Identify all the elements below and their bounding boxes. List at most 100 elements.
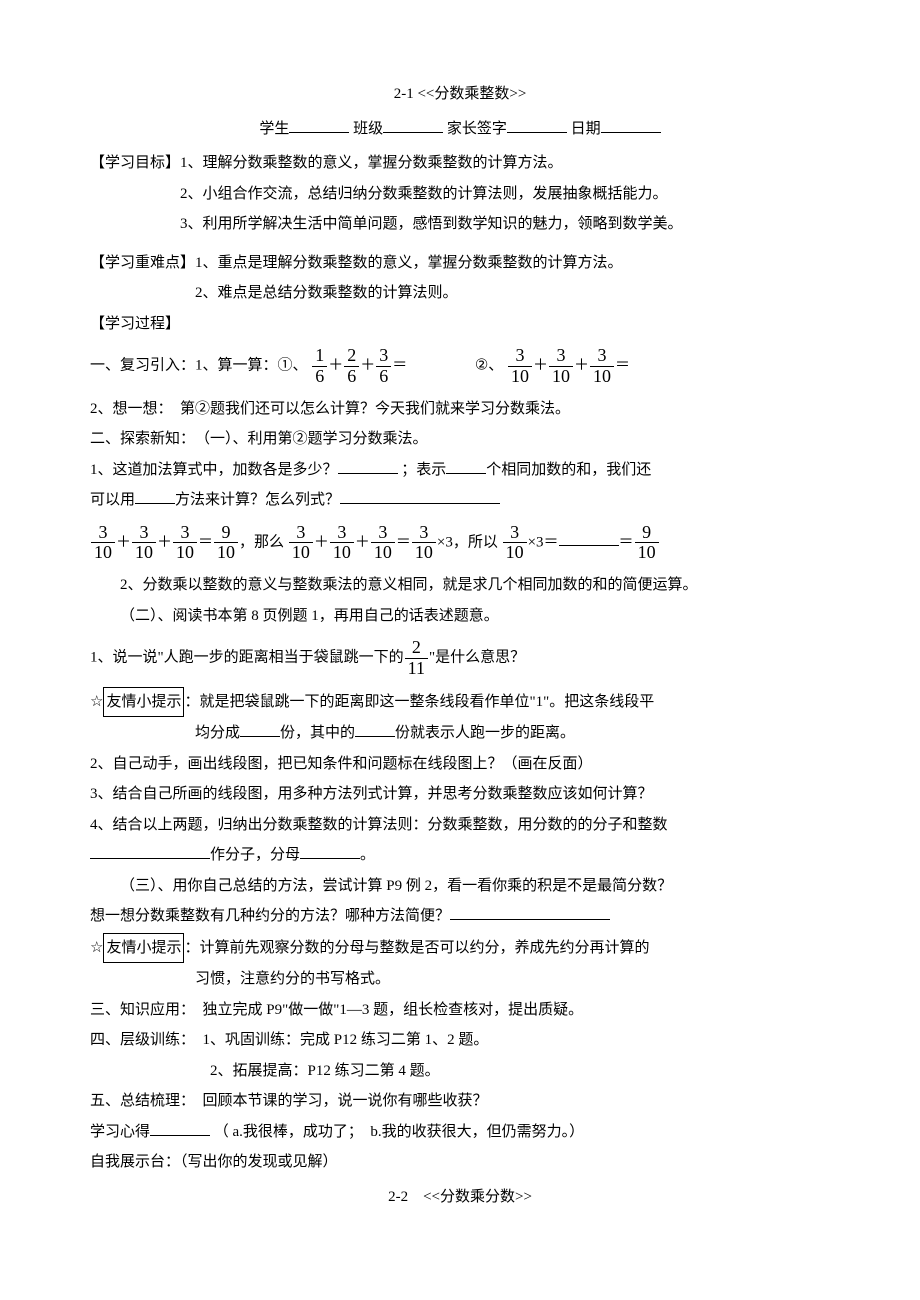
label-date: 日期 (571, 121, 601, 137)
eq-f3: 310 (173, 523, 197, 564)
hint1b: 均分成 (195, 725, 240, 741)
frac-3-10c: 310 (590, 346, 614, 387)
goal-3: 3、利用所学解决生活中简单问题，感悟到数学知识的魅力，领略到数学美。 (90, 210, 830, 239)
blank-class[interactable] (383, 117, 443, 133)
frac-2-11: 211 (405, 638, 428, 679)
diff-1: 1、重点是理解分数乘整数的意义，掌握分数乘整数的计算方法。 (195, 255, 623, 271)
page-title: 2-1 <<分数乘整数>> (90, 80, 830, 109)
q1e: 方法来计算？怎么列式？ (175, 492, 340, 508)
label-class: 班级 (353, 121, 383, 137)
blank-hint2[interactable] (355, 721, 395, 737)
train1-line: 四、层级训练： 1、巩固训练：完成 P12 练习二第 1、2 题。 (90, 1026, 830, 1055)
label-student: 学生 (259, 121, 289, 137)
frac-3-10b: 310 (549, 346, 573, 387)
frac-2-6: 26 (344, 346, 359, 387)
feel-opts: （ a.我很棒，成功了； b.我的收获很大，但仍需努力。） (214, 1124, 584, 1140)
explore-head: 二、探索新知： （一）、利用第②题学习分数乘法。 (90, 425, 830, 454)
star-icon-2: ☆ (90, 940, 103, 956)
eq-times: ×3，所以 (437, 534, 498, 550)
hint1d: 份就表示人跑一步的距离。 (395, 725, 575, 741)
p4-line1: 4、结合以上两题，归纳出分数乘整数的计算法则：分数乘整数，用分数的的分子和整数 (90, 811, 830, 840)
eq-f2: 310 (132, 523, 156, 564)
hint1c: 份，其中的 (280, 725, 355, 741)
p3: 3、结合自己所画的线段图，用多种方法列式计算，并思考分数乘整数应该如何计算？ (90, 780, 830, 809)
eq-f5: 310 (289, 523, 313, 564)
goal-1: 1、理解分数乘整数的意义，掌握分数乘整数的计算方法。 (180, 155, 563, 171)
train2-line: 2、拓展提高：P12 练习二第 4 题。 (90, 1057, 830, 1086)
hint-box-1: 友情小提示 (103, 687, 184, 718)
sub-2: （二）、阅读书本第 8 页例题 1，再用自己的话表述题意。 (90, 602, 830, 631)
eq-eqsign: ＝ (619, 534, 634, 550)
blank-sub3[interactable] (450, 904, 610, 920)
frac-3-6: 36 (376, 346, 391, 387)
eq-f7: 310 (371, 523, 395, 564)
eq-f4: 910 (214, 523, 238, 564)
blank-q1-2[interactable] (446, 458, 486, 474)
p4c: 。 (360, 847, 375, 863)
goals-label: 【学习目标】 (90, 155, 180, 171)
equation-line: 310＋310＋310＝910，那么 310＋310＋310＝310×3，所以 … (90, 523, 830, 564)
p4b: 作分子，分母 (210, 847, 300, 863)
blank-hint1[interactable] (240, 721, 280, 737)
explore-q1: 1、这道加法算式中，加数各是多少？ ；表示个相同加数的和，我们还 (90, 456, 830, 485)
diff-2: 2、难点是总结分数乘整数的计算法则。 (90, 279, 830, 308)
difficulty-line1: 【学习重难点】1、重点是理解分数乘整数的意义，掌握分数乘整数的计算方法。 (90, 249, 830, 278)
say1b: "是什么意思？ (429, 650, 525, 666)
review-circled2: ②、 (475, 358, 503, 374)
hint1-line1: ☆友情小提示：就是把袋鼠跳一下的距离即这一整条线段看作单位"1"。把这条线段平 (90, 687, 830, 718)
blank-q1-3[interactable] (135, 488, 175, 504)
blank-eq[interactable] (559, 530, 619, 546)
blank-sign[interactable] (507, 117, 567, 133)
blank-p4-2[interactable] (300, 843, 360, 859)
goals-line1: 【学习目标】1、理解分数乘整数的意义，掌握分数乘整数的计算方法。 (90, 149, 830, 178)
p4-line2: 作分子，分母 。 (90, 841, 830, 870)
eq-f8: 310 (412, 523, 436, 564)
eq-f1: 310 (91, 523, 115, 564)
diff-label: 【学习重难点】 (90, 255, 195, 271)
blank-q1-1[interactable] (338, 458, 398, 474)
frac-1-6: 16 (312, 346, 327, 387)
eq-f9: 310 (503, 523, 527, 564)
hint2-line1: ☆友情小提示：计算前先观察分数的分母与整数是否可以约分，养成先约分再计算的 (90, 933, 830, 964)
eq-comma: ，那么 (239, 534, 284, 550)
q1c: 个相同加数的和，我们还 (486, 462, 651, 478)
sub3b-line: 想一想分数乘整数有几种约分的方法？哪种方法简便？ (90, 902, 830, 931)
eq-times2: ×3＝ (528, 534, 559, 550)
sub3b: 想一想分数乘整数有几种约分的方法？哪种方法简便？ (90, 908, 450, 924)
feel-label: 学习心得 (90, 1124, 150, 1140)
p2: 2、自己动手，画出线段图，把已知条件和问题标在线段图上？（画在反面） (90, 750, 830, 779)
hint1-line2: 均分成 份，其中的 份就表示人跑一步的距离。 (90, 719, 830, 748)
feel-line: 学习心得 （ a.我很棒，成功了； b.我的收获很大，但仍需努力。） (90, 1118, 830, 1147)
sub3a: （三）、用你自己总结的方法，尝试计算 P9 例 2，看一看你乘的积是不是最简分数… (90, 872, 830, 901)
item-2: 2、分数乘以整数的意义与整数乘法的意义相同，就是求几个相同加数的和的简便运算。 (90, 571, 830, 600)
q1d: 可以用 (90, 492, 135, 508)
goal-2: 2、小组合作交流，总结归纳分数乘整数的计算法则，发展抽象概括能力。 (90, 180, 830, 209)
hint2-line2: 习惯，注意约分的书写格式。 (90, 965, 830, 994)
blank-student[interactable] (289, 117, 349, 133)
hint1a: ：就是把袋鼠跳一下的距离即这一整条线段看作单位"1"。把这条线段平 (184, 694, 654, 710)
next-title: 2-2 <<分数乘分数>> (90, 1183, 830, 1212)
app-line: 三、知识应用： 独立完成 P9"做一做"1—3 题，组长检查核对，提出质疑。 (90, 996, 830, 1025)
review-intro: 一、复习引入：1、算一算：①、 (90, 358, 308, 374)
summary-line: 五、总结梳理： 回顾本节课的学习，说一说你有哪些收获？ (90, 1087, 830, 1116)
blank-date[interactable] (601, 117, 661, 133)
say1-line: 1、说一说"人跑一步的距离相当于袋鼠跳一下的211"是什么意思？ (90, 638, 830, 679)
q1a: 1、这道加法算式中，加数各是多少？ (90, 462, 338, 478)
eq-f10: 910 (635, 523, 659, 564)
blank-q1-4[interactable] (340, 488, 500, 504)
show-line: 自我展示台：（写出你的发现或见解） (90, 1148, 830, 1177)
hint2a: ：计算前先观察分数的分母与整数是否可以约分，养成先约分再计算的 (184, 940, 649, 956)
process-label: 【学习过程】 (90, 310, 830, 339)
blank-feel[interactable] (150, 1120, 210, 1136)
label-sign: 家长签字 (447, 121, 507, 137)
blank-p4-1[interactable] (90, 843, 210, 859)
think-line: 2、想一想： 第②题我们还可以怎么计算？今天我们就来学习分数乘法。 (90, 395, 830, 424)
star-icon: ☆ (90, 694, 103, 710)
explore-q1-cont: 可以用 方法来计算？怎么列式？ (90, 486, 830, 515)
eq-f6: 310 (330, 523, 354, 564)
student-header-row: 学生 班级 家长签字 日期 (90, 115, 830, 144)
review-line: 一、复习引入：1、算一算：①、 16＋26＋36＝ ②、 310＋310＋310… (90, 346, 830, 387)
hint-box-2: 友情小提示 (103, 933, 184, 964)
frac-3-10a: 310 (508, 346, 532, 387)
say1a: 1、说一说"人跑一步的距离相当于袋鼠跳一下的 (90, 650, 404, 666)
